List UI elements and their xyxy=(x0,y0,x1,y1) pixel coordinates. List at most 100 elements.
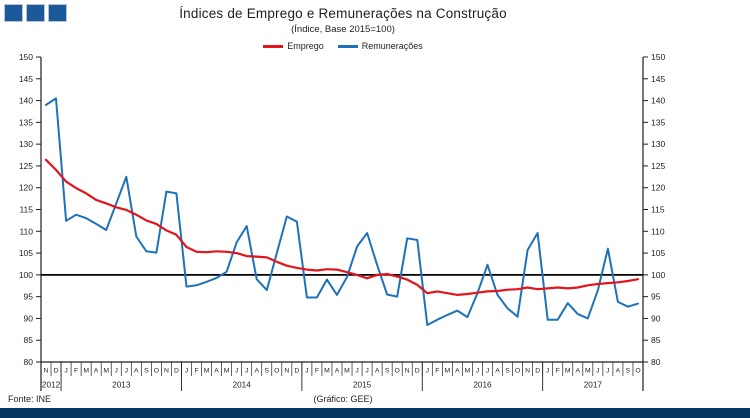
right-axis-label: 145 xyxy=(651,74,665,84)
chart-title: Índices de Emprego e Remunerações na Con… xyxy=(179,6,507,21)
month-label: M xyxy=(204,368,210,375)
month-label: S xyxy=(626,368,631,375)
month-label: J xyxy=(606,368,609,375)
month-label: D xyxy=(174,368,179,375)
left-axis-label: 115 xyxy=(19,205,33,215)
month-label: O xyxy=(274,368,279,375)
month-label: M xyxy=(344,368,350,375)
right-axis-label: 90 xyxy=(651,313,661,323)
month-label: F xyxy=(194,368,198,375)
month-label: A xyxy=(214,368,219,375)
left-axis-label: 105 xyxy=(19,248,33,258)
month-label: D xyxy=(294,368,299,375)
month-label: A xyxy=(335,368,340,375)
month-label: O xyxy=(154,368,159,375)
month-label: O xyxy=(515,368,520,375)
month-label: F xyxy=(556,368,560,375)
year-label: 2017 xyxy=(584,381,603,390)
month-label: D xyxy=(415,368,420,375)
chart-subtitle: (Índice, Base 2015=100) xyxy=(291,24,395,35)
month-label: D xyxy=(535,368,540,375)
right-axis-label: 115 xyxy=(651,205,665,215)
right-axis-label: 120 xyxy=(651,183,665,193)
month-label: J xyxy=(235,368,238,375)
source-note: Fonte: INE xyxy=(8,394,52,404)
month-label: F xyxy=(74,368,78,375)
month-label: S xyxy=(144,368,149,375)
series-emprego xyxy=(44,158,640,296)
right-axis-label: 110 xyxy=(651,226,665,236)
month-label: S xyxy=(264,368,269,375)
month-label: A xyxy=(134,368,139,375)
right-axis-label: 100 xyxy=(651,270,665,280)
left-axis-label: 100 xyxy=(19,270,33,280)
left-axis-label: 90 xyxy=(24,313,34,323)
legend-label-remuneracoes: Remunerações xyxy=(361,41,423,51)
month-label: N xyxy=(525,368,530,375)
month-label: N xyxy=(405,368,410,375)
gee-logo xyxy=(4,4,67,22)
left-axis-label: 145 xyxy=(19,74,33,84)
logo-square xyxy=(26,4,45,22)
right-axis-label: 95 xyxy=(651,292,661,302)
month-label: A xyxy=(455,368,460,375)
right-axis-label: 130 xyxy=(651,139,665,149)
left-axis-label: 85 xyxy=(24,335,34,345)
month-label: J xyxy=(355,368,358,375)
month-label: J xyxy=(365,368,368,375)
month-label: S xyxy=(505,368,510,375)
left-axis-label: 125 xyxy=(19,161,33,171)
legend-label-emprego: Emprego xyxy=(287,41,324,51)
month-label: N xyxy=(164,368,169,375)
month-label: J xyxy=(546,368,549,375)
month-label: S xyxy=(385,368,390,375)
month-label: N xyxy=(284,368,289,375)
month-label: J xyxy=(185,368,188,375)
legend-item-emprego: Emprego xyxy=(263,41,324,51)
month-label: D xyxy=(54,368,59,375)
left-axis-label: 135 xyxy=(19,117,33,127)
month-label: M xyxy=(565,368,571,375)
month-label: N xyxy=(44,368,49,375)
right-axis-label: 80 xyxy=(651,357,661,367)
month-label: A xyxy=(94,368,99,375)
month-label: J xyxy=(305,368,308,375)
month-label: F xyxy=(315,368,319,375)
emprego-line-swatch xyxy=(263,44,284,48)
right-axis-label: 125 xyxy=(651,161,665,171)
month-label: A xyxy=(375,368,380,375)
month-label: M xyxy=(445,368,451,375)
year-label: 2013 xyxy=(112,381,131,390)
chart-area: 80 80 85 85 90 90 95 95 100 100 105 105 110 110 115 115… xyxy=(19,52,665,391)
month-label: M xyxy=(324,368,330,375)
month-label: A xyxy=(576,368,581,375)
month-label: J xyxy=(115,368,118,375)
year-label: 2012 xyxy=(42,381,61,390)
month-label: J xyxy=(596,368,599,375)
month-label: M xyxy=(83,368,89,375)
bottom-bar xyxy=(0,408,750,418)
month-label: A xyxy=(254,368,259,375)
right-axis-label: 140 xyxy=(651,96,665,106)
month-label: M xyxy=(224,368,230,375)
right-axis-label: 105 xyxy=(651,248,665,258)
logo-square xyxy=(48,4,67,22)
month-label: F xyxy=(435,368,439,375)
left-axis-label: 130 xyxy=(19,139,33,149)
right-axis-label: 85 xyxy=(651,335,661,345)
month-label: J xyxy=(476,368,479,375)
construction-indices-line-chart: 80 80 85 85 90 90 95 95 100 100 105 105 110 110 115 115… xyxy=(19,52,665,391)
series-remunerações xyxy=(45,97,639,326)
left-axis-label: 110 xyxy=(19,226,33,236)
logo-square xyxy=(4,4,23,22)
left-axis-label: 120 xyxy=(19,183,33,193)
left-axis-label: 140 xyxy=(19,96,33,106)
month-label: A xyxy=(495,368,500,375)
legend-item-remuneracoes: Remunerações xyxy=(337,41,423,51)
left-axis-label: 95 xyxy=(24,292,34,302)
month-label: M xyxy=(465,368,471,375)
right-axis-label: 135 xyxy=(651,117,665,127)
right-axis-label: 150 xyxy=(651,52,665,62)
remuneracoes-line-swatch xyxy=(337,44,358,48)
